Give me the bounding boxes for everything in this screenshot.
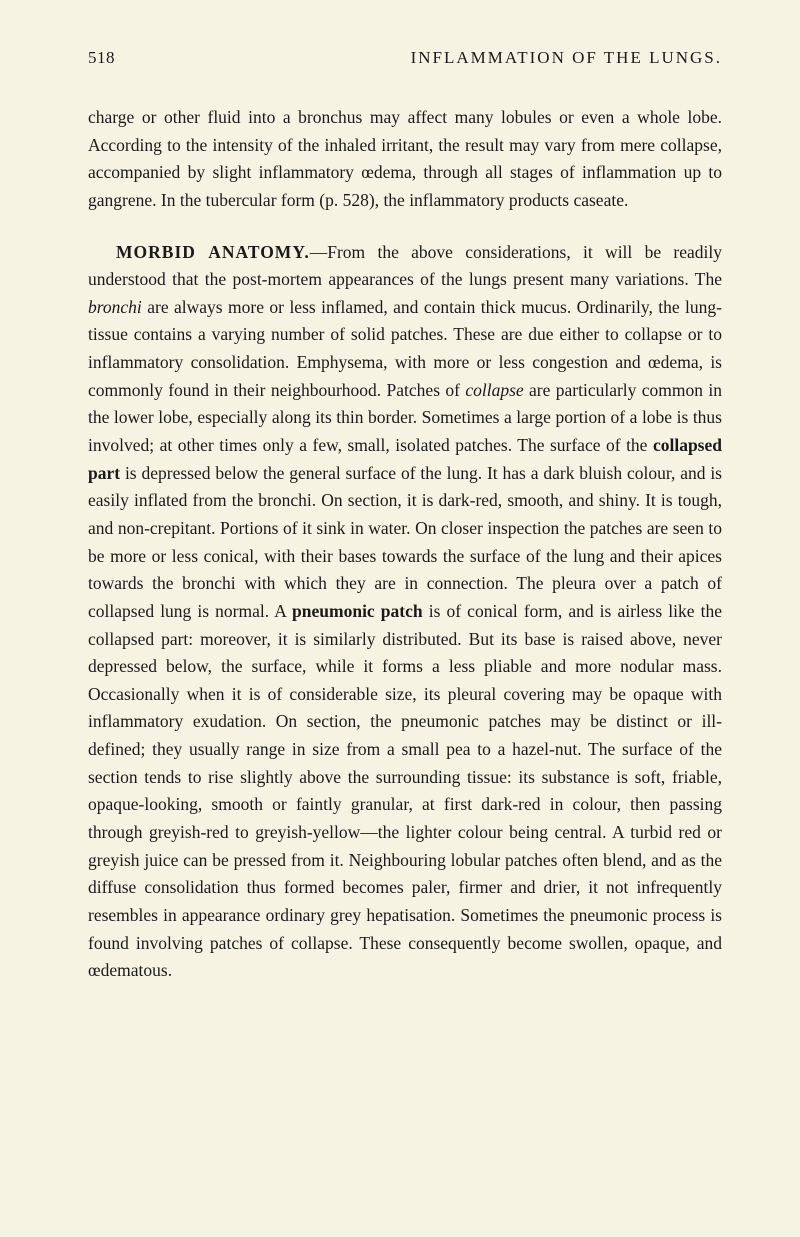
bold-text: pneumonic patch (292, 601, 423, 621)
body-text: charge or other fluid into a bronchus ma… (88, 107, 722, 210)
body-text: is of conical form, and is airless like … (88, 601, 722, 980)
page-header: 518 INFLAMMATION OF THE LUNGS. (88, 48, 722, 68)
paragraph-morbid-anatomy: MORBID ANATOMY.—From the above considera… (88, 239, 722, 985)
body-text: is depressed below the general surface o… (88, 463, 722, 621)
chapter-title: INFLAMMATION OF THE LUNGS. (411, 48, 722, 68)
page-number: 518 (88, 48, 115, 68)
section-heading: MORBID ANATOMY. (116, 242, 310, 262)
paragraph-continuation: charge or other fluid into a bronchus ma… (88, 104, 722, 215)
italic-text: collapse (465, 380, 523, 400)
italic-text: bronchi (88, 297, 142, 317)
